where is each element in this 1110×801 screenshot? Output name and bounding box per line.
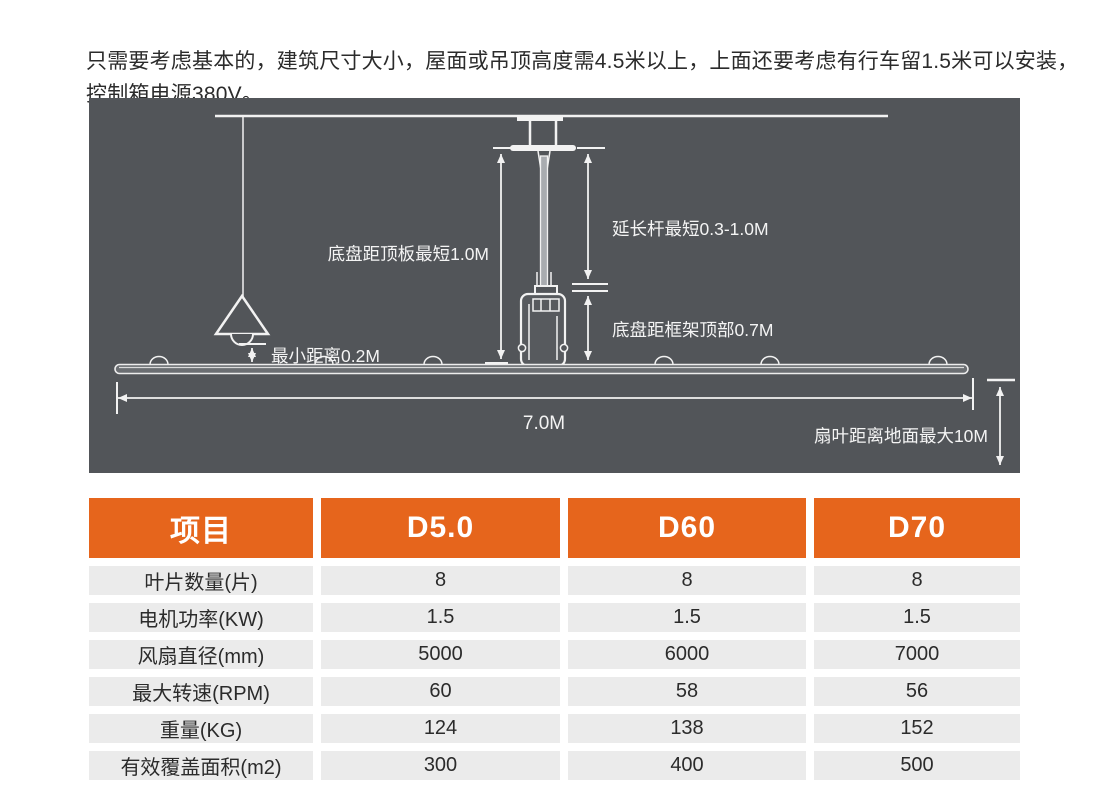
dimension-min-distance: 最小距离0.2M	[248, 346, 380, 366]
cell-weight-d50: 124	[321, 714, 560, 743]
cell-fan-diameter-d60: 6000	[568, 640, 806, 669]
blade-holder	[149, 355, 169, 365]
cell-blade-count-d70: 8	[814, 566, 1020, 595]
blade-holder	[928, 355, 948, 365]
cell-blade-count-d50: 8	[321, 566, 560, 595]
blade-holder	[760, 355, 780, 365]
cell-weight-d60: 138	[568, 714, 806, 743]
fan-blade	[114, 355, 969, 375]
cell-max-speed-d60: 58	[568, 677, 806, 706]
table-header-item: 项目	[89, 498, 313, 558]
cell-blade-count-d60: 8	[568, 566, 806, 595]
motor-unit	[517, 285, 569, 374]
label-chassis-to-ceiling: 底盘距顶板最短1.0M	[328, 244, 489, 264]
row-label-blade-count: 叶片数量(片)	[89, 566, 313, 595]
dimension-blade-to-ground: 扇叶距离地面最大10M	[814, 378, 1015, 465]
label-extension-rod: 延长杆最短0.3-1.0M	[612, 219, 769, 239]
spec-table: 项目 D5.0 D60 D70 叶片数量(片) 8 8 8 电机功率(KW) 1…	[89, 498, 1020, 780]
row-label-max-speed: 最大转速(RPM)	[89, 677, 313, 706]
cell-fan-diameter-d50: 5000	[321, 640, 560, 669]
fan-diagram-svg: 最小距离0.2M	[89, 98, 1020, 473]
blade-holder	[314, 355, 334, 365]
dimension-chassis-to-ceiling: 底盘距顶板最短1.0M	[328, 147, 516, 364]
row-label-coverage-area: 有效覆盖面积(m2)	[89, 751, 313, 780]
cell-motor-power-d50: 1.5	[321, 603, 560, 632]
cell-coverage-area-d60: 400	[568, 751, 806, 780]
label-chassis-to-frame: 底盘距框架顶部0.7M	[612, 320, 773, 340]
cell-fan-diameter-d70: 7000	[814, 640, 1020, 669]
row-label-weight: 重量(KG)	[89, 714, 313, 743]
blade-holder	[654, 355, 674, 365]
cell-coverage-area-d50: 300	[321, 751, 560, 780]
cell-coverage-area-d70: 500	[814, 751, 1020, 780]
cell-motor-power-d60: 1.5	[568, 603, 806, 632]
cell-max-speed-d50: 60	[321, 677, 560, 706]
table-header-d70: D70	[814, 498, 1020, 558]
blade-holder	[423, 355, 443, 365]
row-label-fan-diameter: 风扇直径(mm)	[89, 640, 313, 669]
label-blade-to-ground: 扇叶距离地面最大10M	[814, 426, 988, 446]
cell-max-speed-d70: 56	[814, 677, 1020, 706]
pendant-light	[213, 116, 271, 346]
dimension-fan-span: 7.0M	[116, 378, 974, 434]
table-header-d60: D60	[568, 498, 806, 558]
dimension-chassis-to-frame: 底盘距框架顶部0.7M	[584, 296, 773, 360]
dimension-extension-rod: 延长杆最短0.3-1.0M	[572, 147, 769, 292]
installation-diagram: 最小距离0.2M	[89, 98, 1020, 473]
cell-weight-d70: 152	[814, 714, 1020, 743]
table-header-d50: D5.0	[321, 498, 560, 558]
cell-motor-power-d70: 1.5	[814, 603, 1020, 632]
label-fan-span: 7.0M	[523, 413, 565, 434]
row-label-motor-power: 电机功率(KW)	[89, 603, 313, 632]
